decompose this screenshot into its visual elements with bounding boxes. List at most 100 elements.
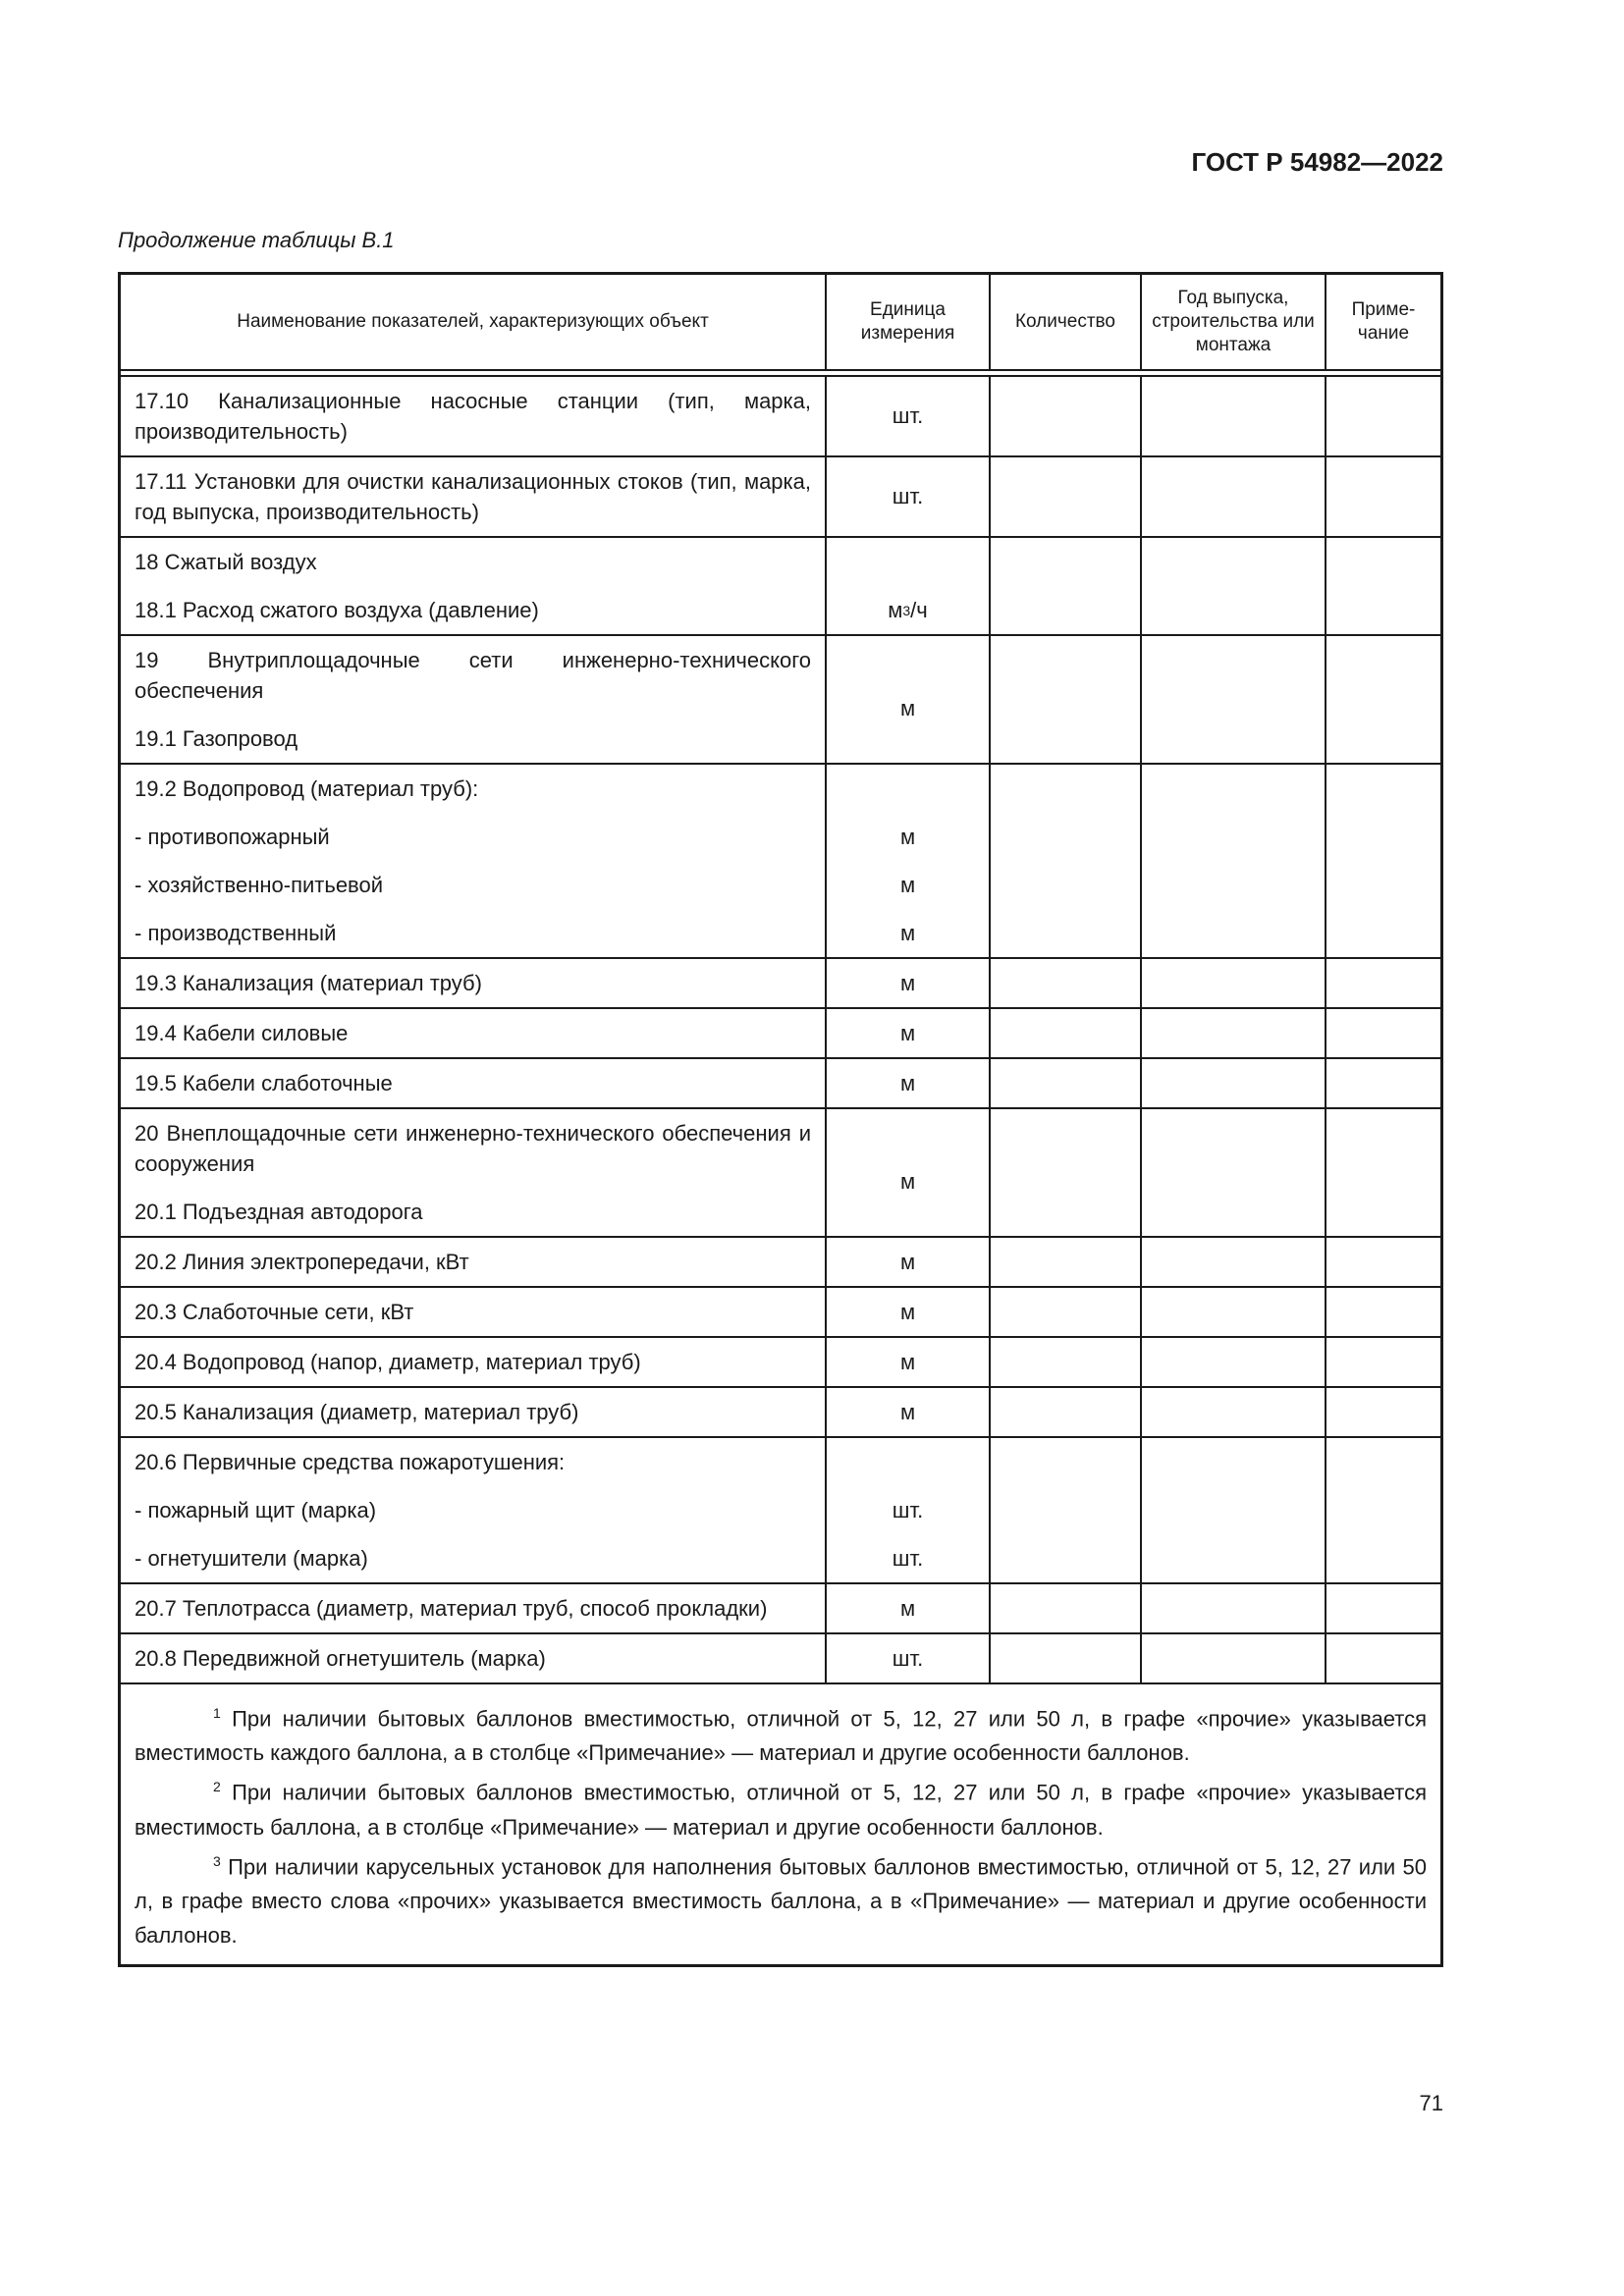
indicator-item: 20.3 Слаботочные сети, кВт	[135, 1300, 414, 1324]
table-caption: Продолжение таблицы В.1	[118, 228, 395, 252]
data-table: Наименование показателей, характеризующи…	[118, 272, 1443, 1967]
year-cell	[1142, 1388, 1326, 1436]
footnote-mark: 1	[213, 1705, 221, 1721]
indicator-item: 20.5 Канализация (диаметр, материал труб…	[135, 1400, 579, 1424]
unit-cell: м	[827, 1009, 991, 1057]
footnotes: 1 При наличии бытовых баллонов вместимос…	[121, 1684, 1440, 1964]
unit-value: м	[827, 909, 989, 957]
unit-text: м	[899, 1070, 916, 1095]
year-cell	[1142, 1634, 1326, 1682]
table-row: 20.3 Слаботочные сети, кВт м	[121, 1288, 1440, 1338]
column-header-quantity: Количество	[991, 275, 1142, 369]
year-cell	[1142, 538, 1326, 634]
unit-value: м	[827, 1596, 989, 1622]
indicator-item: 17.10 Канализационные насосные станции (…	[135, 389, 811, 444]
unit-value: м	[827, 1300, 989, 1325]
note-cell	[1326, 636, 1440, 763]
indicator-item: 19.1 Газопровод	[135, 726, 298, 751]
table-row: 20.2 Линия электропередачи, кВт м	[121, 1238, 1440, 1288]
unit-value: шт.	[827, 484, 989, 509]
indicator-name-cell: 20.3 Слаботочные сети, кВт	[121, 1288, 827, 1336]
quantity-cell	[991, 1238, 1142, 1286]
unit-superscript: 3	[902, 602, 911, 618]
document-code: ГОСТ Р 54982—2022	[1191, 147, 1443, 177]
year-cell	[1142, 1584, 1326, 1632]
table-row: 19 Внутриплощадочные сети инженерно-техн…	[121, 636, 1440, 765]
footnote-mark: 2	[213, 1779, 221, 1795]
indicator-item: 19.2 Водопровод (материал труб):	[135, 776, 479, 801]
indicator-item: - производственный	[135, 921, 337, 945]
note-cell	[1326, 959, 1440, 1007]
table-row: 18 Сжатый воздух 18.1 Расход сжатого возд…	[121, 538, 1440, 636]
note-cell	[1326, 1388, 1440, 1436]
note-cell	[1326, 538, 1440, 634]
table-row: 17.10 Канализационные насосные станции (…	[121, 377, 1440, 457]
unit-text: м	[899, 1399, 916, 1424]
year-cell	[1142, 1288, 1326, 1336]
quantity-cell	[991, 959, 1142, 1007]
table-row: 17.11 Установки для очистки канализацион…	[121, 457, 1440, 538]
quantity-cell	[991, 636, 1142, 763]
table-row: 19.2 Водопровод (материал труб): - против…	[121, 765, 1440, 959]
unit-value: шт.	[827, 1486, 989, 1534]
unit-value	[827, 538, 989, 586]
unit-text: м	[899, 1168, 916, 1194]
unit-value	[827, 765, 989, 813]
unit-value	[827, 636, 989, 684]
unit-value: м	[827, 1021, 989, 1046]
unit-text: шт.	[892, 484, 924, 508]
unit-text: м	[899, 695, 916, 721]
footnote: 3 При наличии карусельных установок для …	[135, 1844, 1427, 1952]
unit-text: м	[888, 597, 903, 622]
indicator-name-cell: 19.4 Кабели силовые	[121, 1009, 827, 1057]
indicator-name-cell: 17.11 Установки для очистки канализацион…	[121, 457, 827, 536]
indicator-name-cell: 20 Внеплощадочные сети инженерно-техниче…	[121, 1109, 827, 1236]
unit-value: м	[827, 684, 989, 732]
indicator-item: 19.5 Кабели слаботочные	[135, 1071, 393, 1095]
note-cell	[1326, 457, 1440, 536]
column-header-unit: Единица измерения	[827, 275, 991, 369]
table-row: 19.3 Канализация (материал труб) м	[121, 959, 1440, 1009]
unit-value: м	[827, 813, 989, 861]
footnote-text: При наличии бытовых баллонов вместимость…	[135, 1706, 1427, 1766]
indicator-name-cell: 19.2 Водопровод (материал труб): - против…	[121, 765, 827, 957]
year-cell	[1142, 1238, 1326, 1286]
quantity-cell	[991, 457, 1142, 536]
unit-cell: шт.	[827, 377, 991, 455]
year-cell	[1142, 636, 1326, 763]
indicator-item: - противопожарный	[135, 825, 330, 849]
unit-text: м	[899, 872, 916, 897]
unit-text: шт.	[892, 1497, 924, 1522]
unit-value: м	[827, 861, 989, 909]
column-header-name: Наименование показателей, характеризующи…	[121, 275, 827, 369]
unit-value: м	[827, 1400, 989, 1425]
page-number: 71	[1419, 2091, 1443, 2115]
unit-text: м	[899, 1249, 916, 1274]
indicator-name-cell: 17.10 Канализационные насосные станции (…	[121, 377, 827, 455]
note-cell	[1326, 1009, 1440, 1057]
quantity-cell	[991, 1009, 1142, 1057]
note-cell	[1326, 1238, 1440, 1286]
unit-cell: м 3/ч	[827, 538, 991, 634]
note-cell	[1326, 1338, 1440, 1386]
indicator-item: 20.8 Передвижной огнетушитель (марка)	[135, 1646, 546, 1671]
indicator-item: 19.4 Кабели силовые	[135, 1021, 349, 1045]
quantity-cell	[991, 377, 1142, 455]
indicator-item: - хозяйственно-питьевой	[135, 873, 384, 897]
unit-value: м 3/ч	[827, 586, 989, 634]
table-row: 20.7 Теплотрасса (диаметр, материал труб…	[121, 1584, 1440, 1634]
table-row: 20.6 Первичные средства пожаротушения: - …	[121, 1438, 1440, 1584]
unit-cell: м	[827, 1388, 991, 1436]
note-cell	[1326, 1584, 1440, 1632]
indicator-item: 17.11 Установки для очистки канализацион…	[135, 469, 811, 524]
indicator-name-cell: 20.8 Передвижной огнетушитель (марка)	[121, 1634, 827, 1682]
unit-value	[827, 1109, 989, 1157]
indicator-name-cell: 19.5 Кабели слаботочные	[121, 1059, 827, 1107]
unit-value: шт.	[827, 1534, 989, 1582]
quantity-cell	[991, 1584, 1142, 1632]
indicator-name-cell: 19 Внутриплощадочные сети инженерно-техн…	[121, 636, 827, 763]
indicator-item: 20 Внеплощадочные сети инженерно-техниче…	[135, 1121, 811, 1176]
unit-text: шт.	[892, 1545, 924, 1571]
table-row: 19.5 Кабели слаботочные м	[121, 1059, 1440, 1109]
indicator-item: - огнетушители (марка)	[135, 1546, 368, 1571]
